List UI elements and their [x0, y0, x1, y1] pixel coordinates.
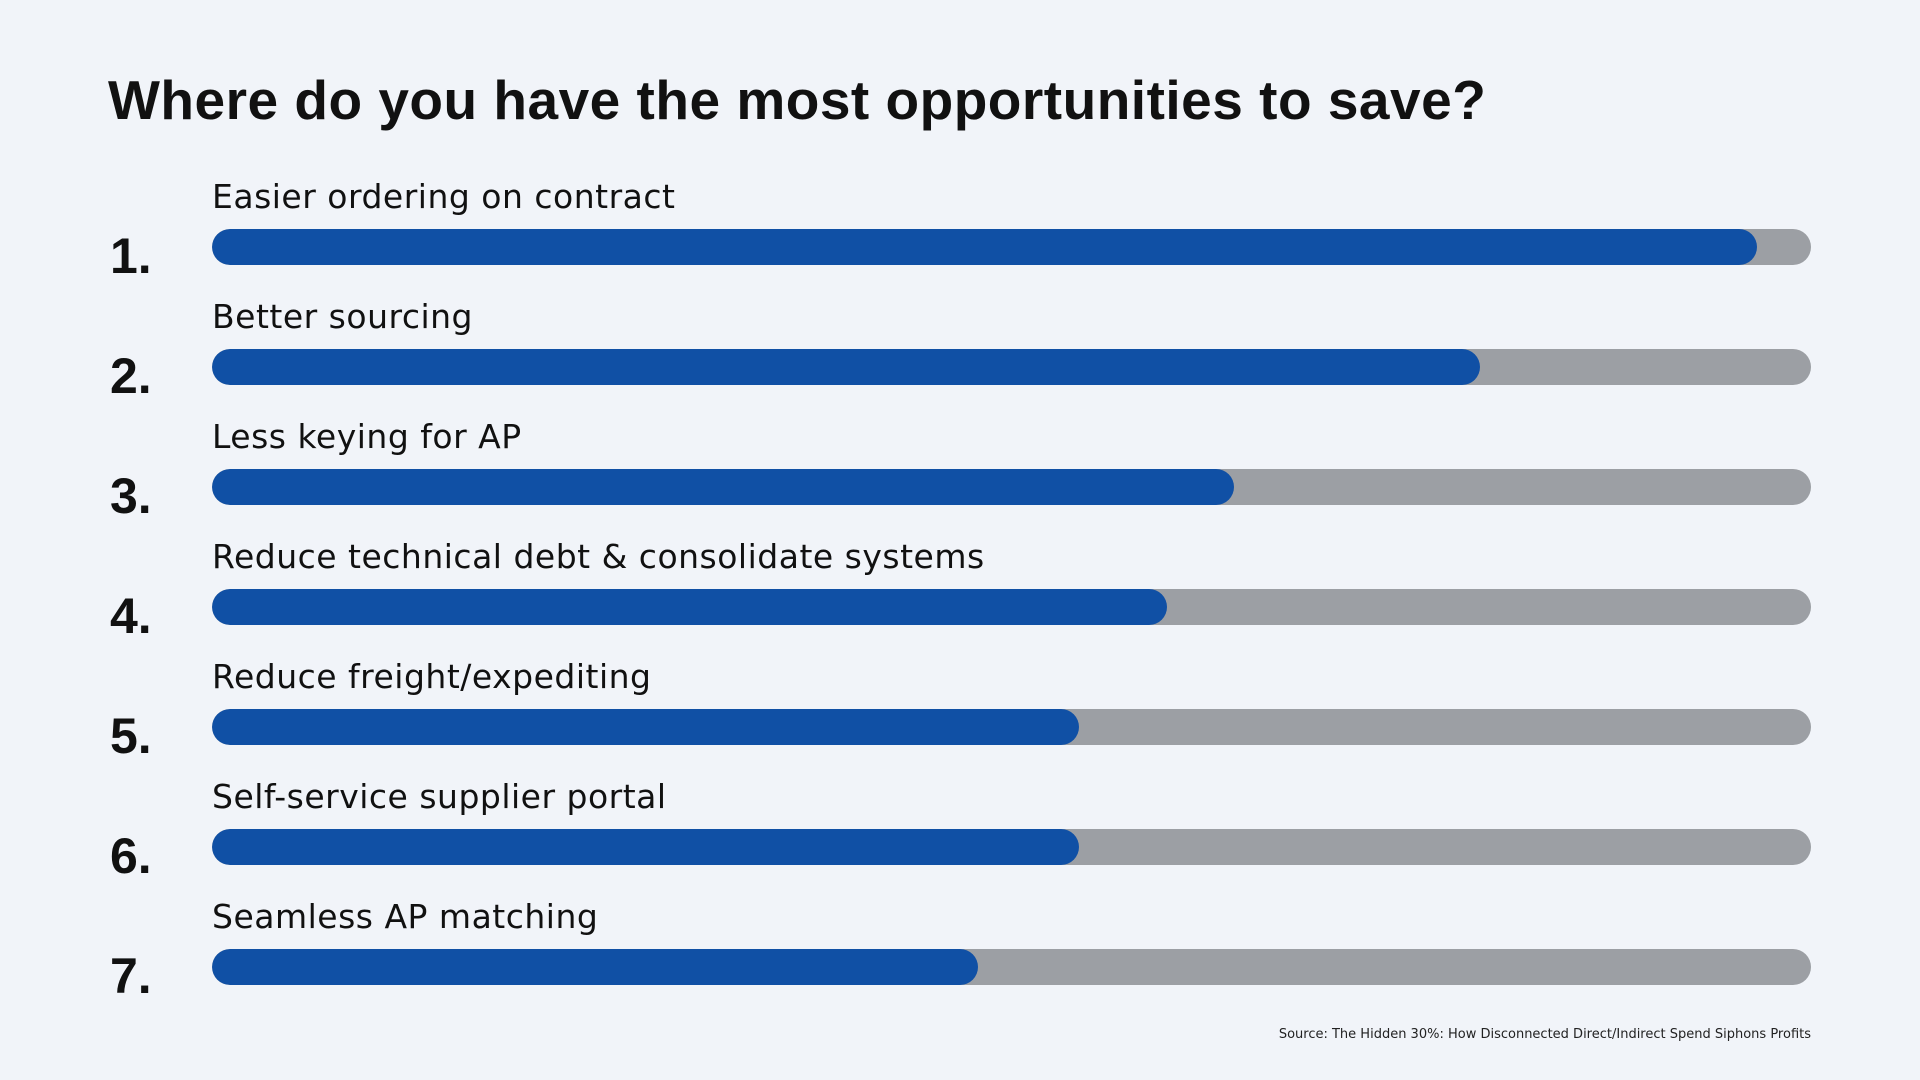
bar-row: 3. Less keying for AP [0, 417, 1920, 559]
rank-number: 5. [110, 708, 152, 764]
rank-number: 3. [110, 468, 152, 524]
bar-row: 1. Easier ordering on contract [0, 177, 1920, 319]
bar-row: 5. Reduce freight/expediting [0, 657, 1920, 799]
bar-label: Less keying for AP [212, 417, 522, 456]
bar-fill [212, 229, 1757, 265]
bar-row: 2. Better sourcing [0, 297, 1920, 439]
rank-number: 2. [110, 348, 152, 404]
bar-track [212, 829, 1811, 865]
bar-fill [212, 949, 978, 985]
bar-fill [212, 469, 1234, 505]
bar-row: 6. Self-service supplier portal [0, 777, 1920, 919]
bar-row: 4. Reduce technical debt & consolidate sy… [0, 537, 1920, 679]
bar-fill [212, 589, 1167, 625]
chart-title: Where do you have the most opportunities… [108, 69, 1487, 131]
bar-label: Easier ordering on contract [212, 177, 676, 216]
source-note: Source: The Hidden 30%: How Disconnected… [1278, 1027, 1811, 1042]
bar-fill [212, 349, 1480, 385]
bar-label: Self-service supplier portal [212, 777, 667, 816]
bar-track [212, 349, 1811, 385]
bar-track [212, 469, 1811, 505]
bar-label: Reduce freight/expediting [212, 657, 652, 696]
bar-track [212, 229, 1811, 265]
bar-label: Reduce technical debt & consolidate syst… [212, 537, 985, 576]
bar-track [212, 709, 1811, 745]
rank-number: 4. [110, 588, 152, 644]
rank-number: 1. [110, 228, 152, 284]
bar-fill [212, 709, 1079, 745]
bar-fill [212, 829, 1079, 865]
bar-row: 7. Seamless AP matching [0, 897, 1920, 1039]
bar-track [212, 589, 1811, 625]
rank-number: 7. [110, 948, 152, 1004]
rank-number: 6. [110, 828, 152, 884]
bar-track [212, 949, 1811, 985]
bar-label: Seamless AP matching [212, 897, 599, 936]
bar-label: Better sourcing [212, 297, 473, 336]
